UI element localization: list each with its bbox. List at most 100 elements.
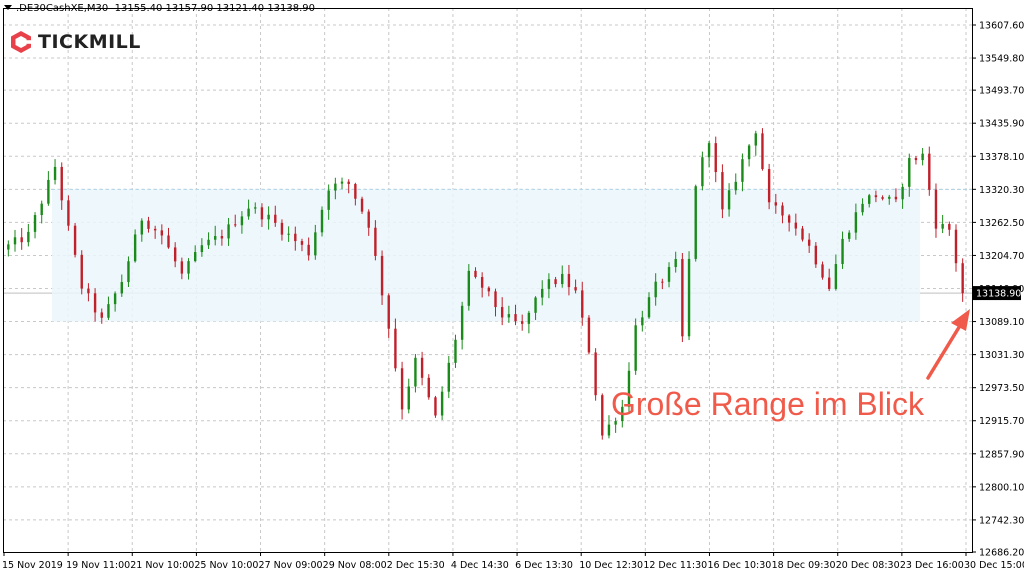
candle-body	[834, 264, 838, 289]
candle-body	[581, 290, 584, 318]
chevron-down-icon[interactable]	[4, 5, 12, 10]
y-tick-label: 12915.70	[979, 416, 1024, 427]
candle	[807, 233, 811, 253]
candle-body	[621, 406, 624, 422]
candle	[314, 224, 317, 260]
candle-body	[360, 198, 364, 212]
candle	[874, 190, 878, 203]
candle-body	[153, 228, 157, 231]
candle	[487, 286, 491, 297]
candle	[360, 196, 364, 214]
candle-body	[754, 133, 757, 146]
candle-body	[921, 153, 924, 161]
candle-body	[140, 220, 144, 235]
x-axis-ticks: 15 Nov 2019 19 Nov 11:00 21 Nov 10:00 25 No…	[2, 552, 1024, 571]
candle-body	[687, 258, 691, 337]
x-tick-label: 30 Dec 15:00	[964, 560, 1024, 571]
x-tick-label: 23 Dec 16:00	[900, 560, 964, 571]
candle	[901, 183, 904, 209]
candle	[374, 220, 377, 261]
candle	[661, 278, 664, 290]
candle-body	[394, 328, 397, 369]
candle	[247, 199, 250, 220]
candle	[187, 258, 190, 280]
candle-body	[434, 397, 437, 416]
candles	[7, 128, 964, 440]
candle	[354, 182, 357, 206]
last-price-tag-text: 13138.90	[976, 289, 1021, 300]
candle-body	[521, 321, 524, 324]
candle	[300, 238, 304, 252]
candle-body	[821, 264, 824, 278]
candle-body	[707, 143, 711, 158]
candle	[93, 288, 97, 322]
candle-body	[93, 293, 97, 313]
candle-body	[480, 277, 484, 288]
candle	[954, 224, 958, 272]
candle	[801, 225, 804, 242]
candle	[587, 315, 591, 355]
x-tick-label: 21 Nov 10:00	[130, 560, 194, 571]
candle	[53, 159, 57, 185]
y-tick-label: 12857.90	[979, 449, 1024, 460]
candle	[460, 301, 464, 350]
candle-body	[127, 261, 130, 283]
candle	[921, 148, 924, 166]
candle-body	[254, 207, 257, 209]
candle	[507, 305, 511, 323]
candle	[767, 163, 771, 210]
candle-body	[173, 247, 177, 262]
annotation-text: Große Range im Blick	[611, 386, 924, 422]
candle	[641, 310, 644, 332]
candle	[727, 183, 731, 217]
candle-body	[767, 169, 771, 203]
candle	[868, 193, 871, 208]
y-tick-label: 13089.10	[979, 317, 1024, 328]
candle	[667, 262, 671, 288]
candle-body	[107, 304, 110, 318]
candle	[941, 214, 944, 234]
candle-body	[340, 181, 344, 184]
candle-body	[214, 236, 217, 240]
candle	[908, 153, 911, 197]
arrow-head	[951, 309, 970, 331]
plot-frame	[3, 8, 973, 553]
candle	[320, 206, 324, 237]
candle	[601, 393, 604, 440]
candle-body	[861, 203, 864, 213]
candle	[854, 203, 858, 240]
candle-body	[380, 255, 384, 296]
candle-body	[554, 279, 557, 285]
candle-body	[387, 295, 390, 329]
candle-body	[954, 229, 958, 264]
candle	[113, 291, 117, 312]
candle-body	[534, 297, 537, 313]
candle	[514, 304, 517, 326]
candle-body	[868, 195, 871, 204]
candle	[447, 355, 450, 399]
candle-body	[874, 195, 878, 198]
candle-body	[240, 216, 244, 226]
candle	[647, 292, 651, 319]
candle-body	[654, 281, 657, 298]
range-box	[52, 188, 972, 322]
candle-body	[460, 305, 464, 340]
candle	[521, 314, 524, 331]
candle-body	[407, 386, 410, 410]
candle	[153, 225, 157, 239]
candle-body	[794, 222, 798, 229]
candle	[87, 283, 90, 302]
candle-body	[27, 231, 30, 243]
candle-body	[33, 215, 37, 232]
candle-body	[881, 197, 884, 199]
candle-body	[487, 287, 491, 292]
candle-body	[694, 186, 697, 259]
candle	[934, 183, 938, 238]
candle-body	[47, 179, 50, 204]
candle	[754, 130, 757, 156]
last-price-tag-bg	[973, 286, 1021, 301]
candle-body	[914, 157, 918, 161]
candle	[701, 151, 704, 191]
